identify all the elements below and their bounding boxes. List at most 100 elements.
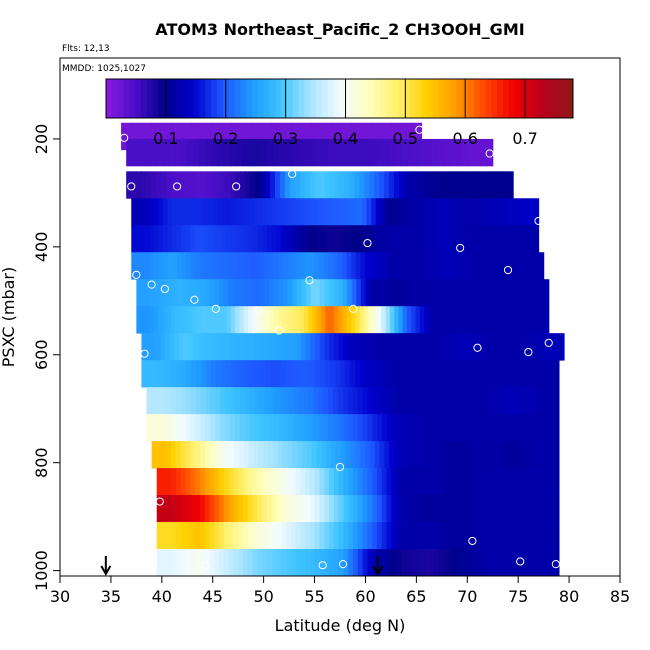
colorbar-tick-label: 0.3 xyxy=(273,129,298,148)
heatmap-cell xyxy=(305,333,312,361)
heatmap-cell xyxy=(155,171,162,199)
sample-point xyxy=(232,182,241,191)
heatmap-cell xyxy=(480,387,486,415)
heatmap-cell xyxy=(276,495,282,523)
heatmap-cell xyxy=(295,549,301,577)
heatmap-cell xyxy=(299,306,305,334)
heatmap-cell xyxy=(163,279,170,307)
heatmap-cell xyxy=(415,495,421,523)
heatmap-cell xyxy=(287,279,293,307)
heatmap-cell xyxy=(166,468,172,496)
heatmap-cell xyxy=(526,333,532,361)
heatmap-cell xyxy=(333,279,339,307)
heatmap-cell xyxy=(214,522,220,550)
heatmap-cell xyxy=(318,414,324,442)
sample-point xyxy=(544,338,553,347)
heatmap-cell xyxy=(504,414,511,442)
colorbar-swatch xyxy=(450,79,457,118)
heatmap-cell xyxy=(539,468,546,496)
heatmap-cell xyxy=(250,171,256,199)
heatmap-cell xyxy=(141,333,147,361)
heatmap-cell xyxy=(248,306,253,334)
heatmap-cell xyxy=(338,333,344,361)
flights-label: Flts: 12,13 xyxy=(62,44,110,54)
heatmap-cell xyxy=(333,387,339,415)
heatmap-cell xyxy=(156,522,163,550)
heatmap-cell xyxy=(391,549,397,577)
heatmap-cell xyxy=(131,122,142,151)
heatmap-cell xyxy=(470,333,476,361)
heatmap-cell xyxy=(181,122,192,151)
heatmap-cell xyxy=(539,360,545,388)
heatmap-cell xyxy=(453,171,460,199)
heatmap-cell xyxy=(439,522,445,550)
heatmap-cell xyxy=(497,198,503,226)
heatmap-cell xyxy=(188,333,194,361)
heatmap-cell xyxy=(135,225,141,253)
heatmap-cell xyxy=(225,360,232,388)
heatmap-cell xyxy=(303,306,309,334)
heatmap-cell xyxy=(325,198,331,226)
colorbar-swatch xyxy=(193,79,200,118)
heatmap-cell xyxy=(439,360,446,388)
heatmap-cell xyxy=(149,198,155,226)
heatmap-cell xyxy=(186,252,192,280)
heatmap-cell xyxy=(381,468,388,496)
heatmap-cell xyxy=(205,306,210,334)
heatmap-cell xyxy=(420,198,427,226)
heatmap-cell xyxy=(225,414,231,442)
heatmap-cell xyxy=(343,495,349,523)
heatmap-cell xyxy=(342,252,348,280)
heatmap-cell xyxy=(419,252,426,280)
heatmap-cell xyxy=(295,468,301,496)
heatmap-cell xyxy=(324,468,330,496)
heatmap-cell xyxy=(429,495,436,523)
heatmap-cell xyxy=(515,441,521,469)
heatmap-cell xyxy=(392,252,398,280)
heatmap-cell xyxy=(375,225,381,253)
heatmap-cell xyxy=(529,360,535,388)
heatmap-cell xyxy=(389,171,395,199)
heatmap-cell xyxy=(331,441,337,469)
heatmap-cell xyxy=(203,198,209,226)
heatmap-cell xyxy=(169,333,175,361)
heatmap-cell xyxy=(384,225,390,253)
heatmap-cell xyxy=(484,225,490,253)
heatmap-cell xyxy=(502,225,508,253)
colorbar-swatch xyxy=(141,79,148,118)
heatmap-cell xyxy=(323,414,329,442)
heatmap-cell xyxy=(158,198,164,226)
heatmap-cell xyxy=(296,279,302,307)
colorbar-swatch xyxy=(520,79,527,118)
heatmap-cell xyxy=(369,252,375,280)
colorbar-tick-label: 0.7 xyxy=(512,129,537,148)
heatmap-cell xyxy=(415,252,421,280)
heatmap-cell xyxy=(442,441,448,469)
heatmap-cell xyxy=(200,387,207,415)
heatmap-cell xyxy=(467,306,473,334)
heatmap-cell xyxy=(257,225,264,253)
heatmap-cell xyxy=(454,360,461,388)
heatmap-cell xyxy=(420,549,426,577)
sample-point xyxy=(274,326,284,335)
colorbar-swatch xyxy=(514,79,521,118)
heatmap-cell xyxy=(497,225,503,253)
colorbar-swatch xyxy=(549,79,556,118)
heatmap-cell xyxy=(281,468,287,496)
heatmap-cell xyxy=(324,495,330,523)
heatmap-cell xyxy=(362,495,368,523)
heatmap-cell xyxy=(360,252,366,280)
heatmap-cell xyxy=(484,252,490,280)
heatmap-cell xyxy=(180,171,187,199)
heatmap-cell xyxy=(535,333,542,361)
heatmap-cell xyxy=(461,198,467,226)
heatmap-cell xyxy=(428,441,434,469)
heatmap-cell xyxy=(477,549,483,577)
heatmap-cell xyxy=(376,138,384,167)
heatmap-cell xyxy=(530,468,536,496)
heatmap-cell xyxy=(338,387,344,415)
heatmap-cell xyxy=(475,225,481,253)
heatmap-cell xyxy=(342,306,348,334)
heatmap-cell xyxy=(285,360,292,388)
heatmap-cell xyxy=(214,495,220,523)
